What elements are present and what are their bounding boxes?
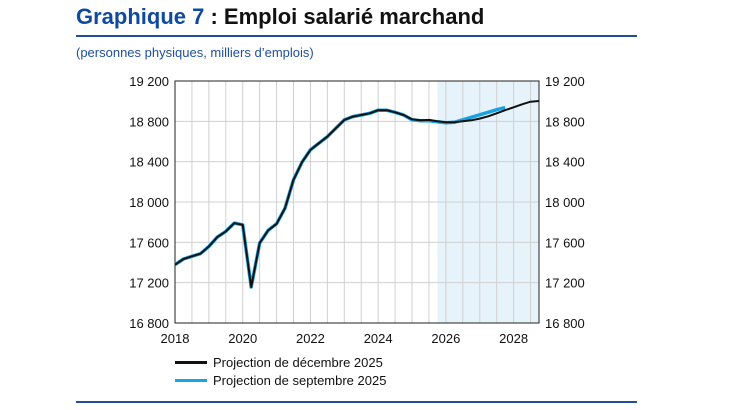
bottom-divider [76,401,637,403]
y-tick-label-left: 16 800 [129,316,169,331]
y-tick-label-right: 17 600 [545,235,585,250]
legend-item-december: Projection de décembre 2025 [175,355,383,370]
legend-item-september: Projection de septembre 2025 [175,373,386,388]
x-tick-label: 2020 [228,331,257,346]
legend-label-december: Projection de décembre 2025 [213,355,383,370]
y-tick-label-left: 19 200 [129,74,169,89]
y-tick-label-left: 18 800 [129,114,169,129]
x-tick-label: 2026 [431,331,460,346]
y-tick-label-left: 18 400 [129,155,169,170]
y-tick-label-right: 16 800 [545,316,585,331]
y-tick-label-right: 19 200 [545,74,585,89]
chart-title-text: : Emploi salarié marchand [204,4,485,29]
x-tick-label: 2022 [296,331,325,346]
legend-label-september: Projection de septembre 2025 [213,373,387,388]
x-tick-label: 2024 [364,331,393,346]
legend-swatch-september [175,379,207,382]
chart-title: Graphique 7 : Emploi salarié marchand [76,4,484,30]
y-tick-label-right: 17 200 [545,276,585,291]
x-tick-label: 2028 [499,331,528,346]
series-line-december [174,100,540,288]
x-tick-label: 2018 [161,331,190,346]
y-tick-label-left: 17 600 [129,235,169,250]
y-tick-label-left: 17 200 [129,276,169,291]
legend-swatch-december [175,361,207,364]
plot-frame [174,80,540,324]
top-divider [76,35,637,37]
chart-subtitle: (personnes physiques, milliers d’emplois… [76,45,314,60]
y-tick-label-right: 18 400 [545,155,585,170]
y-tick-label-right: 18 000 [545,195,585,210]
y-tick-label-left: 18 000 [129,195,169,210]
chart-number: Graphique 7 [76,4,205,29]
y-tick-label-right: 18 800 [545,114,585,129]
